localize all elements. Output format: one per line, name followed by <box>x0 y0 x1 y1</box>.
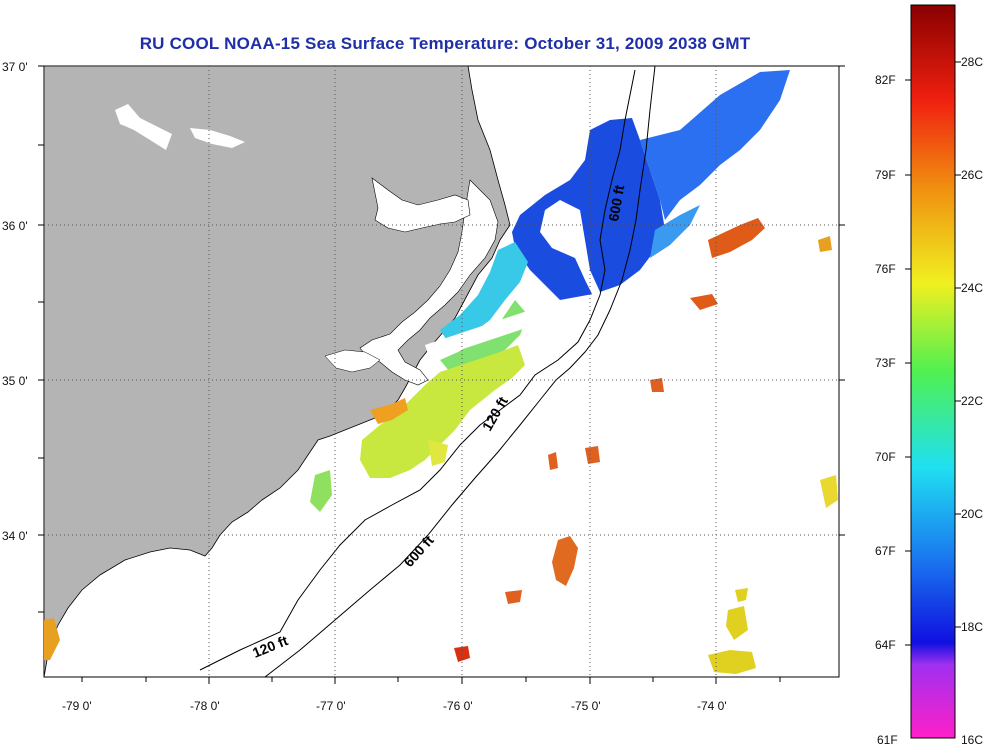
colorbar-f-73: 73F <box>875 356 896 370</box>
colorbar-f-64: 64F <box>875 638 896 652</box>
neuse-river <box>324 349 381 373</box>
lat-label-36: 36 0' <box>2 219 28 233</box>
map-title: RU COOL NOAA-15 Sea Surface Temperature:… <box>139 34 751 53</box>
pamlico-sound <box>359 179 499 386</box>
colorbar-f-79: 79F <box>875 168 896 182</box>
lon-label-79: -79 0' <box>62 699 92 713</box>
lon-label-78: -78 0' <box>190 699 220 713</box>
colorbar-f-61: 61F <box>877 733 898 747</box>
colorbar-c-28: 28C <box>961 55 983 69</box>
colorbar <box>910 4 956 739</box>
colorbar-f-76: 76F <box>875 262 896 276</box>
contour-120ft <box>199 69 636 671</box>
colorbar-c-18: 18C <box>961 620 983 634</box>
colorbar-c-16: 16C <box>961 733 983 747</box>
colorbar-c-26: 26C <box>961 168 983 182</box>
lat-label-35: 35 0' <box>2 374 28 388</box>
lon-label-76: -76 0' <box>443 699 473 713</box>
lat-label-34: 34 0' <box>2 529 28 543</box>
lat-label-37: 37 0' <box>2 60 28 74</box>
colorbar-c-20: 20C <box>961 507 983 521</box>
lon-label-74: -74 0' <box>697 699 727 713</box>
colorbar-f-67: 67F <box>875 544 896 558</box>
contour-label-600ft-north: 600 ft <box>605 183 627 222</box>
colorbar-f-70: 70F <box>875 450 896 464</box>
graticule <box>44 66 839 677</box>
colorbar-f-82: 82F <box>875 73 896 87</box>
colorbar-ticks <box>905 61 961 646</box>
colorbar-c-22: 22C <box>961 394 983 408</box>
lon-label-75: -75 0' <box>571 699 601 713</box>
inland-lake-2 <box>190 128 245 148</box>
lon-label-77: -77 0' <box>316 699 346 713</box>
axis-ticks <box>38 65 845 684</box>
inland-lake <box>115 104 172 150</box>
colorbar-c-24: 24C <box>961 281 983 295</box>
